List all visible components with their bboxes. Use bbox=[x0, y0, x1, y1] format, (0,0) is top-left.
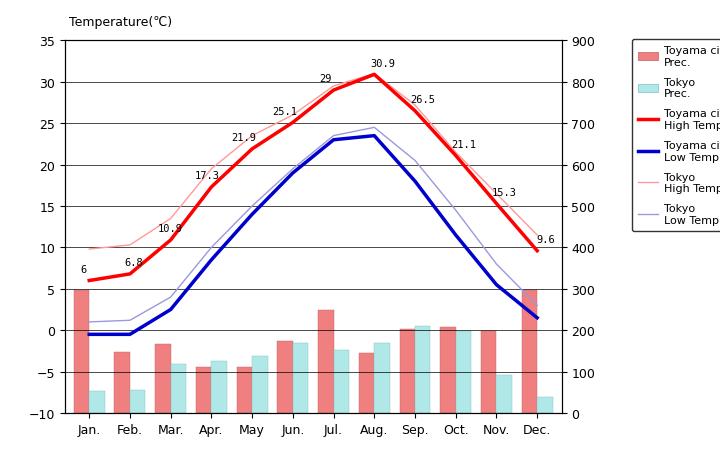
Bar bbox=[415, 327, 431, 413]
Text: 17.3: 17.3 bbox=[195, 171, 220, 181]
Bar bbox=[333, 350, 349, 413]
Bar bbox=[359, 353, 374, 413]
Text: 26.5: 26.5 bbox=[410, 95, 436, 105]
Text: 9.6: 9.6 bbox=[536, 235, 554, 245]
Text: 21.9: 21.9 bbox=[231, 133, 256, 143]
Bar bbox=[252, 356, 268, 413]
Bar bbox=[537, 397, 553, 413]
Bar bbox=[522, 291, 537, 413]
Bar bbox=[293, 344, 308, 413]
Bar bbox=[374, 344, 390, 413]
Bar bbox=[497, 375, 512, 413]
Bar bbox=[440, 328, 456, 413]
Bar bbox=[114, 352, 130, 413]
Bar bbox=[400, 330, 415, 413]
Bar bbox=[318, 311, 333, 413]
Bar bbox=[73, 291, 89, 413]
Text: 10.9: 10.9 bbox=[158, 224, 183, 234]
Legend: Toyama city
Prec., Tokyo
Prec., Toyama city
High Temp., Toyama city
Low Temp., T: Toyama city Prec., Tokyo Prec., Toyama c… bbox=[631, 39, 720, 232]
Text: 6: 6 bbox=[80, 264, 86, 274]
Text: 30.9: 30.9 bbox=[370, 59, 395, 68]
Bar bbox=[89, 392, 104, 413]
Text: 25.1: 25.1 bbox=[272, 106, 297, 117]
Text: 21.1: 21.1 bbox=[451, 140, 477, 150]
Bar bbox=[237, 367, 252, 413]
Bar bbox=[171, 364, 186, 413]
Bar bbox=[212, 362, 227, 413]
Bar bbox=[130, 390, 145, 413]
Bar bbox=[277, 341, 293, 413]
Text: 15.3: 15.3 bbox=[492, 187, 517, 197]
Bar bbox=[481, 331, 497, 413]
Text: 29: 29 bbox=[319, 74, 332, 84]
Bar bbox=[456, 332, 471, 413]
Text: 6.8: 6.8 bbox=[125, 257, 143, 268]
Text: Temperature(℃): Temperature(℃) bbox=[69, 16, 172, 29]
Bar bbox=[156, 344, 171, 413]
Bar bbox=[196, 367, 212, 413]
